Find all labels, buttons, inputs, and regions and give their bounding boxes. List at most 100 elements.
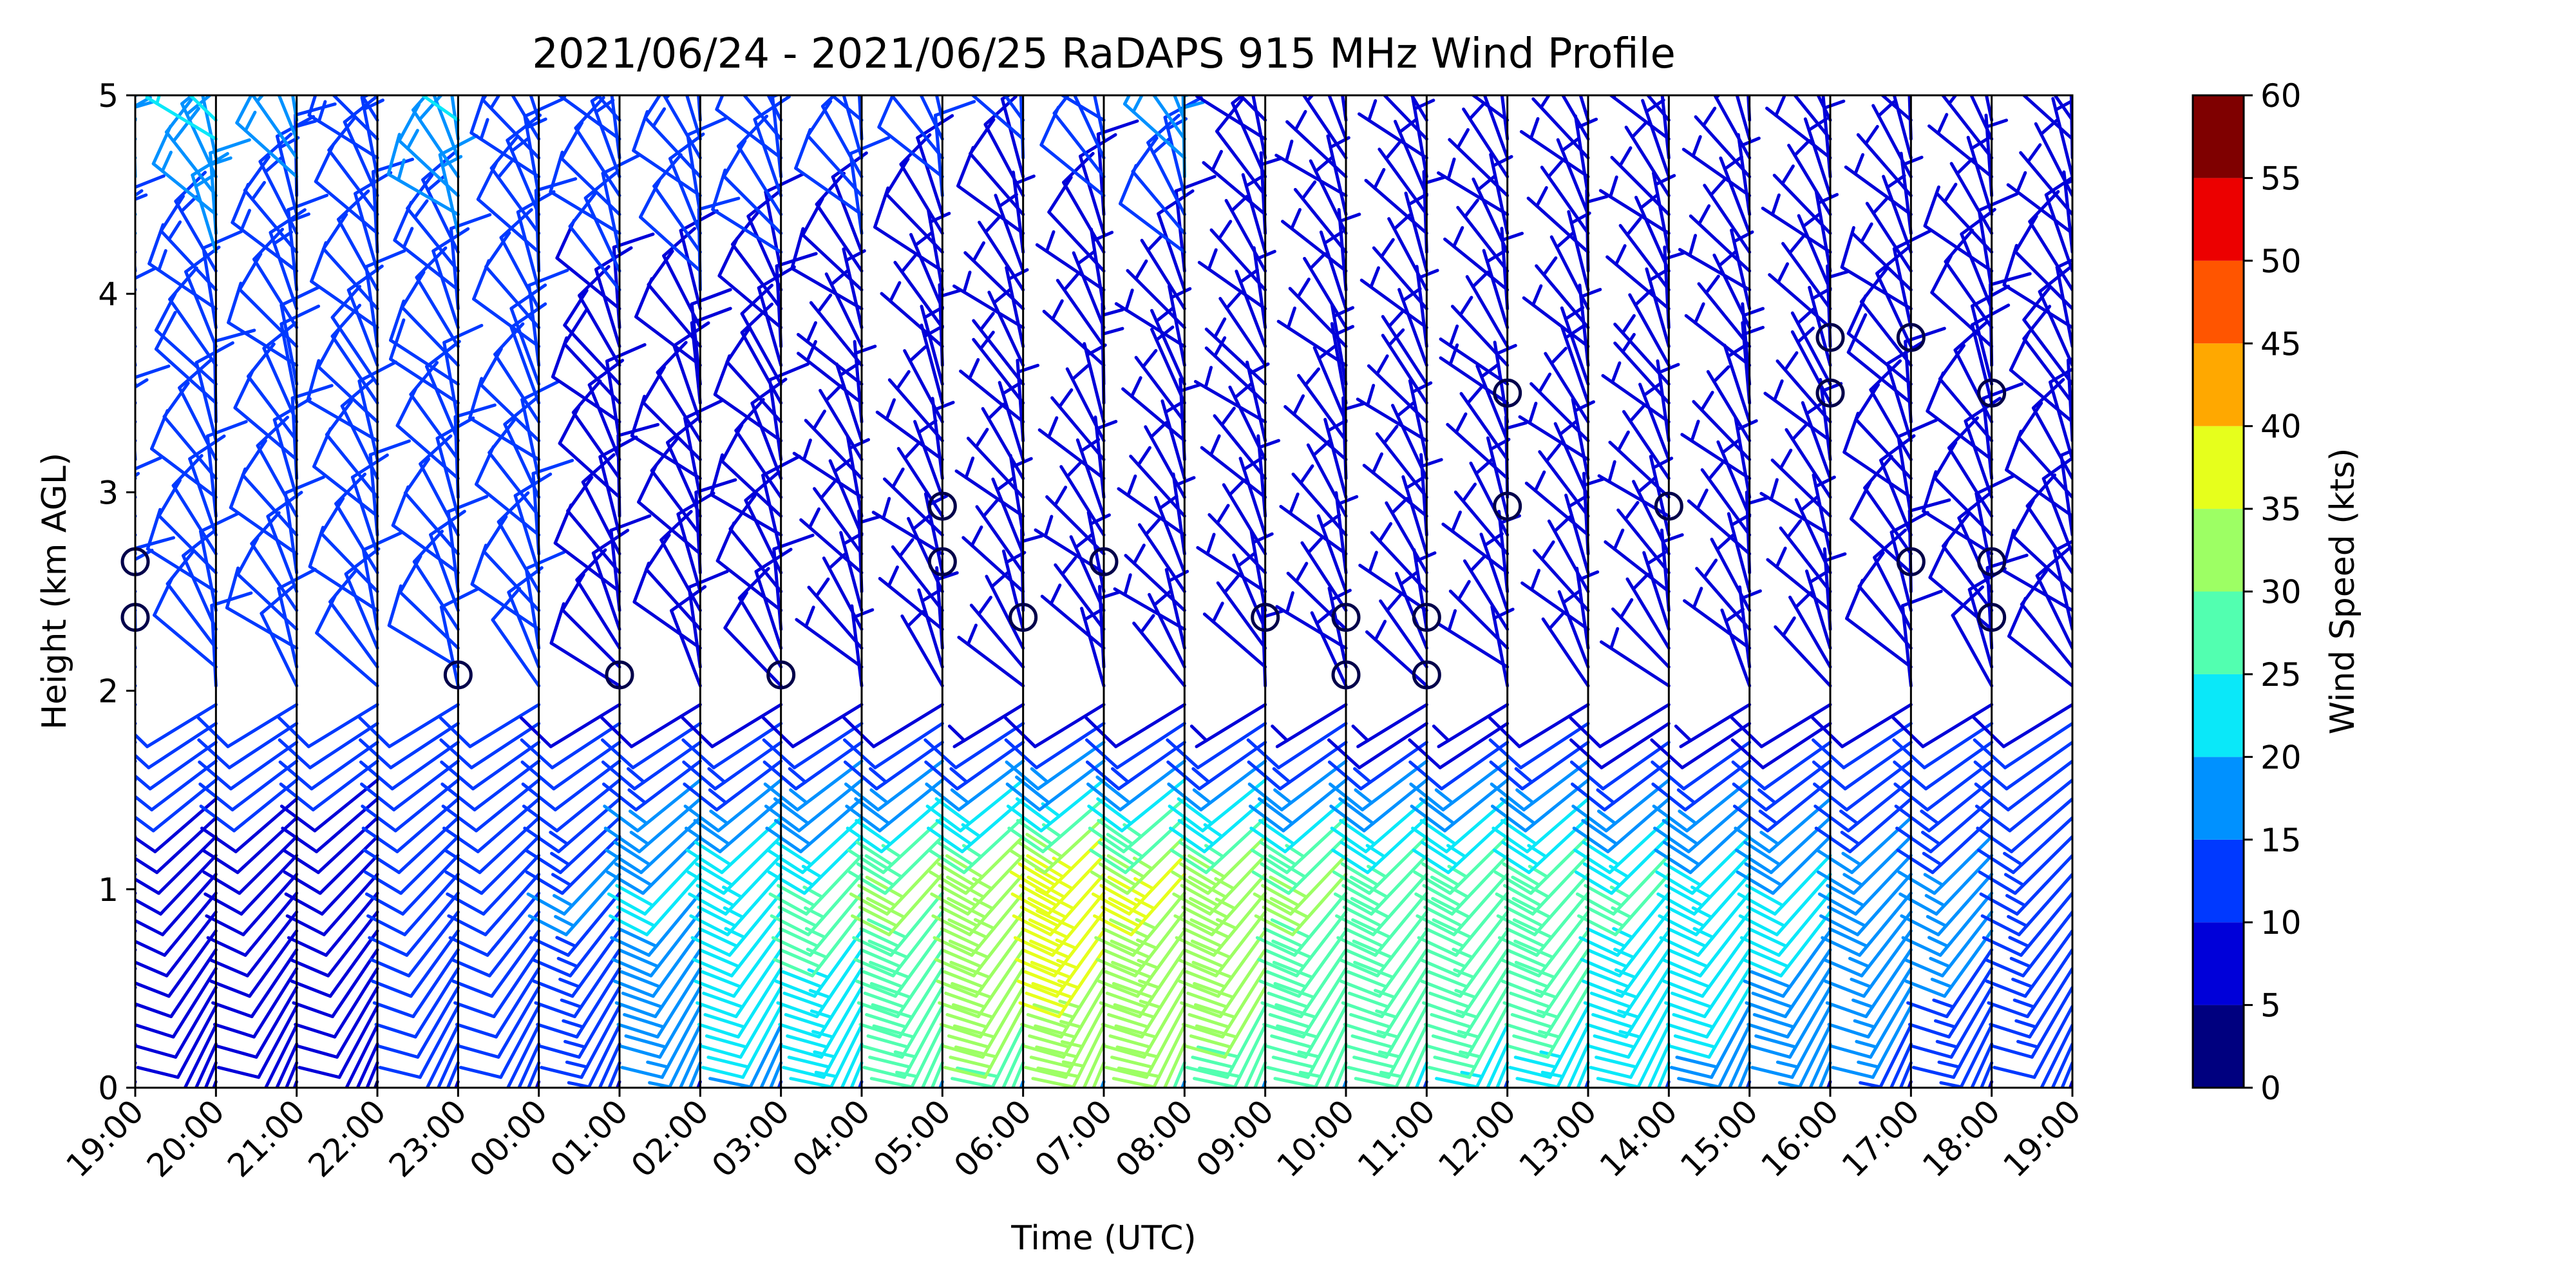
- calm-marker: [1815, 323, 1845, 352]
- wind-barb: [1811, 703, 1913, 748]
- wind-barb: [795, 605, 864, 669]
- wind-barb: [135, 683, 137, 688]
- wind-barb: [135, 231, 137, 235]
- wind-barb: [1738, 1061, 1752, 1088]
- wind-barb: [1260, 948, 1348, 1019]
- wind-barb: [643, 95, 702, 178]
- wind-barb: [1814, 797, 1913, 853]
- wind-barb: [555, 218, 621, 310]
- wind-barb: [929, 835, 1025, 895]
- colorbar-tick-label: 5: [2260, 987, 2281, 1025]
- wind-barb: [1818, 1061, 1832, 1088]
- wind-barb: [446, 1061, 460, 1088]
- wind-barb: [1695, 558, 1752, 631]
- wind-barb: [807, 577, 864, 650]
- wind-barb: [1797, 212, 1832, 292]
- wind-barb: [135, 1023, 137, 1029]
- wind-barb: [135, 929, 137, 934]
- wind-barb: [606, 835, 702, 895]
- wind-barb: [1692, 390, 1752, 462]
- hour-separator-lines: [214, 95, 1993, 1088]
- wind-barb: [1851, 222, 1913, 292]
- wind-barb: [135, 721, 218, 770]
- wind-barb: [1840, 226, 1913, 310]
- wind-barb: [1336, 891, 1428, 957]
- wind-barb: [1909, 985, 1994, 1059]
- wind-barb: [1873, 528, 1913, 631]
- wind-barb: [534, 948, 621, 1019]
- x-tick-label: 09:00: [1189, 1092, 1281, 1184]
- wind-barb: [780, 985, 864, 1059]
- wind-barb: [1463, 554, 1510, 631]
- wind-barb: [1175, 891, 1267, 957]
- wind-barb: [1774, 616, 1832, 688]
- wind-barb: [1730, 703, 1832, 748]
- wind-barb: [135, 891, 218, 957]
- wind-barb: [587, 359, 625, 462]
- wind-barb: [1022, 985, 1106, 1059]
- wind-barb: [1833, 1023, 1913, 1088]
- colorbar-tick-label: 40: [2260, 408, 2302, 446]
- wind-barb: [479, 347, 541, 442]
- wind-barb: [1397, 287, 1428, 367]
- wind-barb: [135, 985, 137, 991]
- wind-barb: [1359, 266, 1428, 330]
- wind-barb: [2028, 190, 2072, 292]
- wind-barb: [1072, 249, 1106, 330]
- wind-barb: [1072, 95, 1106, 160]
- wind-barb: [1069, 533, 1106, 612]
- x-tick-label: 18:00: [1915, 1092, 2007, 1184]
- wind-barb: [1960, 207, 1996, 310]
- wind-barb: [1895, 797, 1994, 853]
- wind-barb: [1518, 401, 1590, 462]
- wind-barb: [1254, 873, 1348, 936]
- wind-barb: [688, 1061, 702, 1088]
- wind-barb: [1532, 540, 1590, 612]
- wind-barb: [778, 967, 864, 1039]
- wind-barb: [1831, 1005, 1913, 1079]
- wind-barb: [899, 133, 944, 235]
- wind-barb: [1678, 234, 1752, 292]
- wind-barb: [475, 445, 541, 537]
- wind-barb: [1341, 95, 1348, 122]
- wind-barb: [1953, 321, 1994, 424]
- wind-barb: [920, 1042, 944, 1088]
- calm-marker: [1977, 378, 2007, 408]
- wind-barb: [1624, 120, 1671, 198]
- x-tick-label: 22:00: [301, 1092, 393, 1184]
- wind-barb: [1979, 853, 2072, 916]
- wind-barb: [1787, 138, 1832, 216]
- wind-barb: [1869, 359, 1913, 462]
- wind-barb: [1504, 967, 1590, 1039]
- wind-barb: [850, 873, 944, 936]
- wind-barb: [198, 512, 240, 612]
- wind-barb: [184, 245, 221, 348]
- wind-barb: [202, 230, 243, 330]
- calm-marker: [1493, 378, 1522, 408]
- wind-barb: [306, 359, 379, 442]
- wind-barb: [135, 891, 137, 896]
- wind-barb: [365, 249, 406, 348]
- wind-barb: [1735, 95, 1752, 141]
- wind-barb: [549, 150, 621, 235]
- wind-barb: [1599, 627, 1671, 688]
- wind-barb: [1097, 929, 1186, 998]
- wind-barb: [211, 948, 299, 1019]
- wind-barb: [1975, 474, 2016, 574]
- wind-barb: [204, 1061, 218, 1088]
- wind-barb: [162, 381, 218, 480]
- wind-barb: [1333, 853, 1428, 916]
- wind-barb: [1432, 703, 1510, 748]
- wind-barb: [200, 797, 299, 853]
- calm-marker: [1089, 547, 1119, 576]
- wind-barb: [931, 873, 1025, 936]
- wind-barb: [934, 95, 944, 122]
- wind-barb: [328, 568, 379, 669]
- wind-barb: [618, 985, 702, 1059]
- wind-barb: [135, 189, 144, 292]
- wind-barb: [503, 396, 541, 499]
- wind-barb: [1251, 95, 1267, 160]
- wind-barb: [1747, 967, 1832, 1039]
- wind-barb: [1414, 1061, 1428, 1088]
- wind-barb: [135, 663, 137, 669]
